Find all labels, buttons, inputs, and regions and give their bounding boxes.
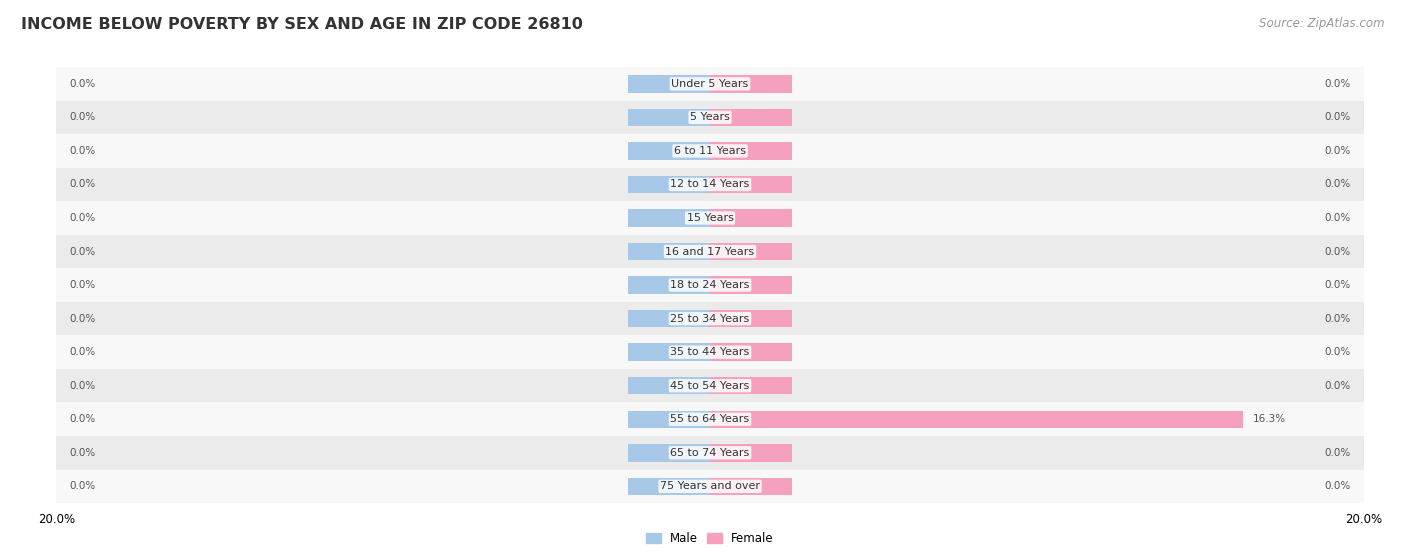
Text: 18 to 24 Years: 18 to 24 Years xyxy=(671,280,749,290)
Bar xyxy=(628,75,710,93)
Bar xyxy=(710,142,792,160)
Text: 0.0%: 0.0% xyxy=(69,381,96,391)
Bar xyxy=(710,243,792,260)
Bar xyxy=(628,410,710,428)
Bar xyxy=(56,369,1364,402)
Text: 0.0%: 0.0% xyxy=(69,448,96,458)
Text: 0.0%: 0.0% xyxy=(1324,79,1351,89)
Bar xyxy=(56,335,1364,369)
Text: 0.0%: 0.0% xyxy=(1324,213,1351,223)
Text: 15 Years: 15 Years xyxy=(686,213,734,223)
Text: 55 to 64 Years: 55 to 64 Years xyxy=(671,414,749,424)
Bar xyxy=(56,268,1364,302)
Bar xyxy=(710,276,792,294)
Bar xyxy=(628,343,710,361)
Text: 0.0%: 0.0% xyxy=(69,146,96,156)
Bar xyxy=(628,142,710,160)
Bar xyxy=(56,302,1364,335)
Text: 35 to 44 Years: 35 to 44 Years xyxy=(671,347,749,357)
Bar xyxy=(56,67,1364,101)
Text: 5 Years: 5 Years xyxy=(690,112,730,122)
Text: 0.0%: 0.0% xyxy=(1324,347,1351,357)
Text: 0.0%: 0.0% xyxy=(1324,381,1351,391)
Text: 0.0%: 0.0% xyxy=(69,112,96,122)
Text: 16.3%: 16.3% xyxy=(1253,414,1286,424)
Bar xyxy=(628,209,710,227)
Bar xyxy=(710,176,792,193)
Bar xyxy=(710,410,1243,428)
Text: 45 to 54 Years: 45 to 54 Years xyxy=(671,381,749,391)
Bar xyxy=(628,108,710,126)
Bar xyxy=(56,235,1364,268)
Text: 0.0%: 0.0% xyxy=(69,347,96,357)
Text: 0.0%: 0.0% xyxy=(69,314,96,324)
Text: 65 to 74 Years: 65 to 74 Years xyxy=(671,448,749,458)
Bar xyxy=(628,310,710,328)
Text: 0.0%: 0.0% xyxy=(69,481,96,491)
Text: Source: ZipAtlas.com: Source: ZipAtlas.com xyxy=(1260,17,1385,30)
Bar xyxy=(710,108,792,126)
Bar xyxy=(710,477,792,495)
Text: 0.0%: 0.0% xyxy=(69,179,96,190)
Bar xyxy=(56,134,1364,168)
Bar xyxy=(56,201,1364,235)
Bar xyxy=(710,209,792,227)
Text: 0.0%: 0.0% xyxy=(1324,247,1351,257)
Text: 0.0%: 0.0% xyxy=(69,414,96,424)
Bar xyxy=(628,176,710,193)
Bar xyxy=(628,276,710,294)
Text: 0.0%: 0.0% xyxy=(1324,112,1351,122)
Bar xyxy=(710,343,792,361)
Bar xyxy=(628,477,710,495)
Bar xyxy=(56,402,1364,436)
Text: 6 to 11 Years: 6 to 11 Years xyxy=(673,146,747,156)
Bar xyxy=(56,101,1364,134)
Text: 0.0%: 0.0% xyxy=(1324,448,1351,458)
Bar xyxy=(628,377,710,395)
Text: INCOME BELOW POVERTY BY SEX AND AGE IN ZIP CODE 26810: INCOME BELOW POVERTY BY SEX AND AGE IN Z… xyxy=(21,17,583,32)
Bar xyxy=(628,444,710,462)
Text: 75 Years and over: 75 Years and over xyxy=(659,481,761,491)
Text: 0.0%: 0.0% xyxy=(69,79,96,89)
Bar xyxy=(710,75,792,93)
Bar xyxy=(56,168,1364,201)
Text: 0.0%: 0.0% xyxy=(69,280,96,290)
Bar xyxy=(628,243,710,260)
Bar xyxy=(56,470,1364,503)
Text: 0.0%: 0.0% xyxy=(1324,146,1351,156)
Text: 0.0%: 0.0% xyxy=(1324,481,1351,491)
Bar xyxy=(710,310,792,328)
Text: 25 to 34 Years: 25 to 34 Years xyxy=(671,314,749,324)
Text: 0.0%: 0.0% xyxy=(1324,280,1351,290)
Text: 12 to 14 Years: 12 to 14 Years xyxy=(671,179,749,190)
Bar xyxy=(56,436,1364,470)
Legend: Male, Female: Male, Female xyxy=(641,527,779,549)
Text: 16 and 17 Years: 16 and 17 Years xyxy=(665,247,755,257)
Text: Under 5 Years: Under 5 Years xyxy=(672,79,748,89)
Text: 0.0%: 0.0% xyxy=(69,213,96,223)
Text: 0.0%: 0.0% xyxy=(1324,179,1351,190)
Text: 0.0%: 0.0% xyxy=(1324,314,1351,324)
Text: 0.0%: 0.0% xyxy=(69,247,96,257)
Bar xyxy=(710,377,792,395)
Bar xyxy=(710,444,792,462)
